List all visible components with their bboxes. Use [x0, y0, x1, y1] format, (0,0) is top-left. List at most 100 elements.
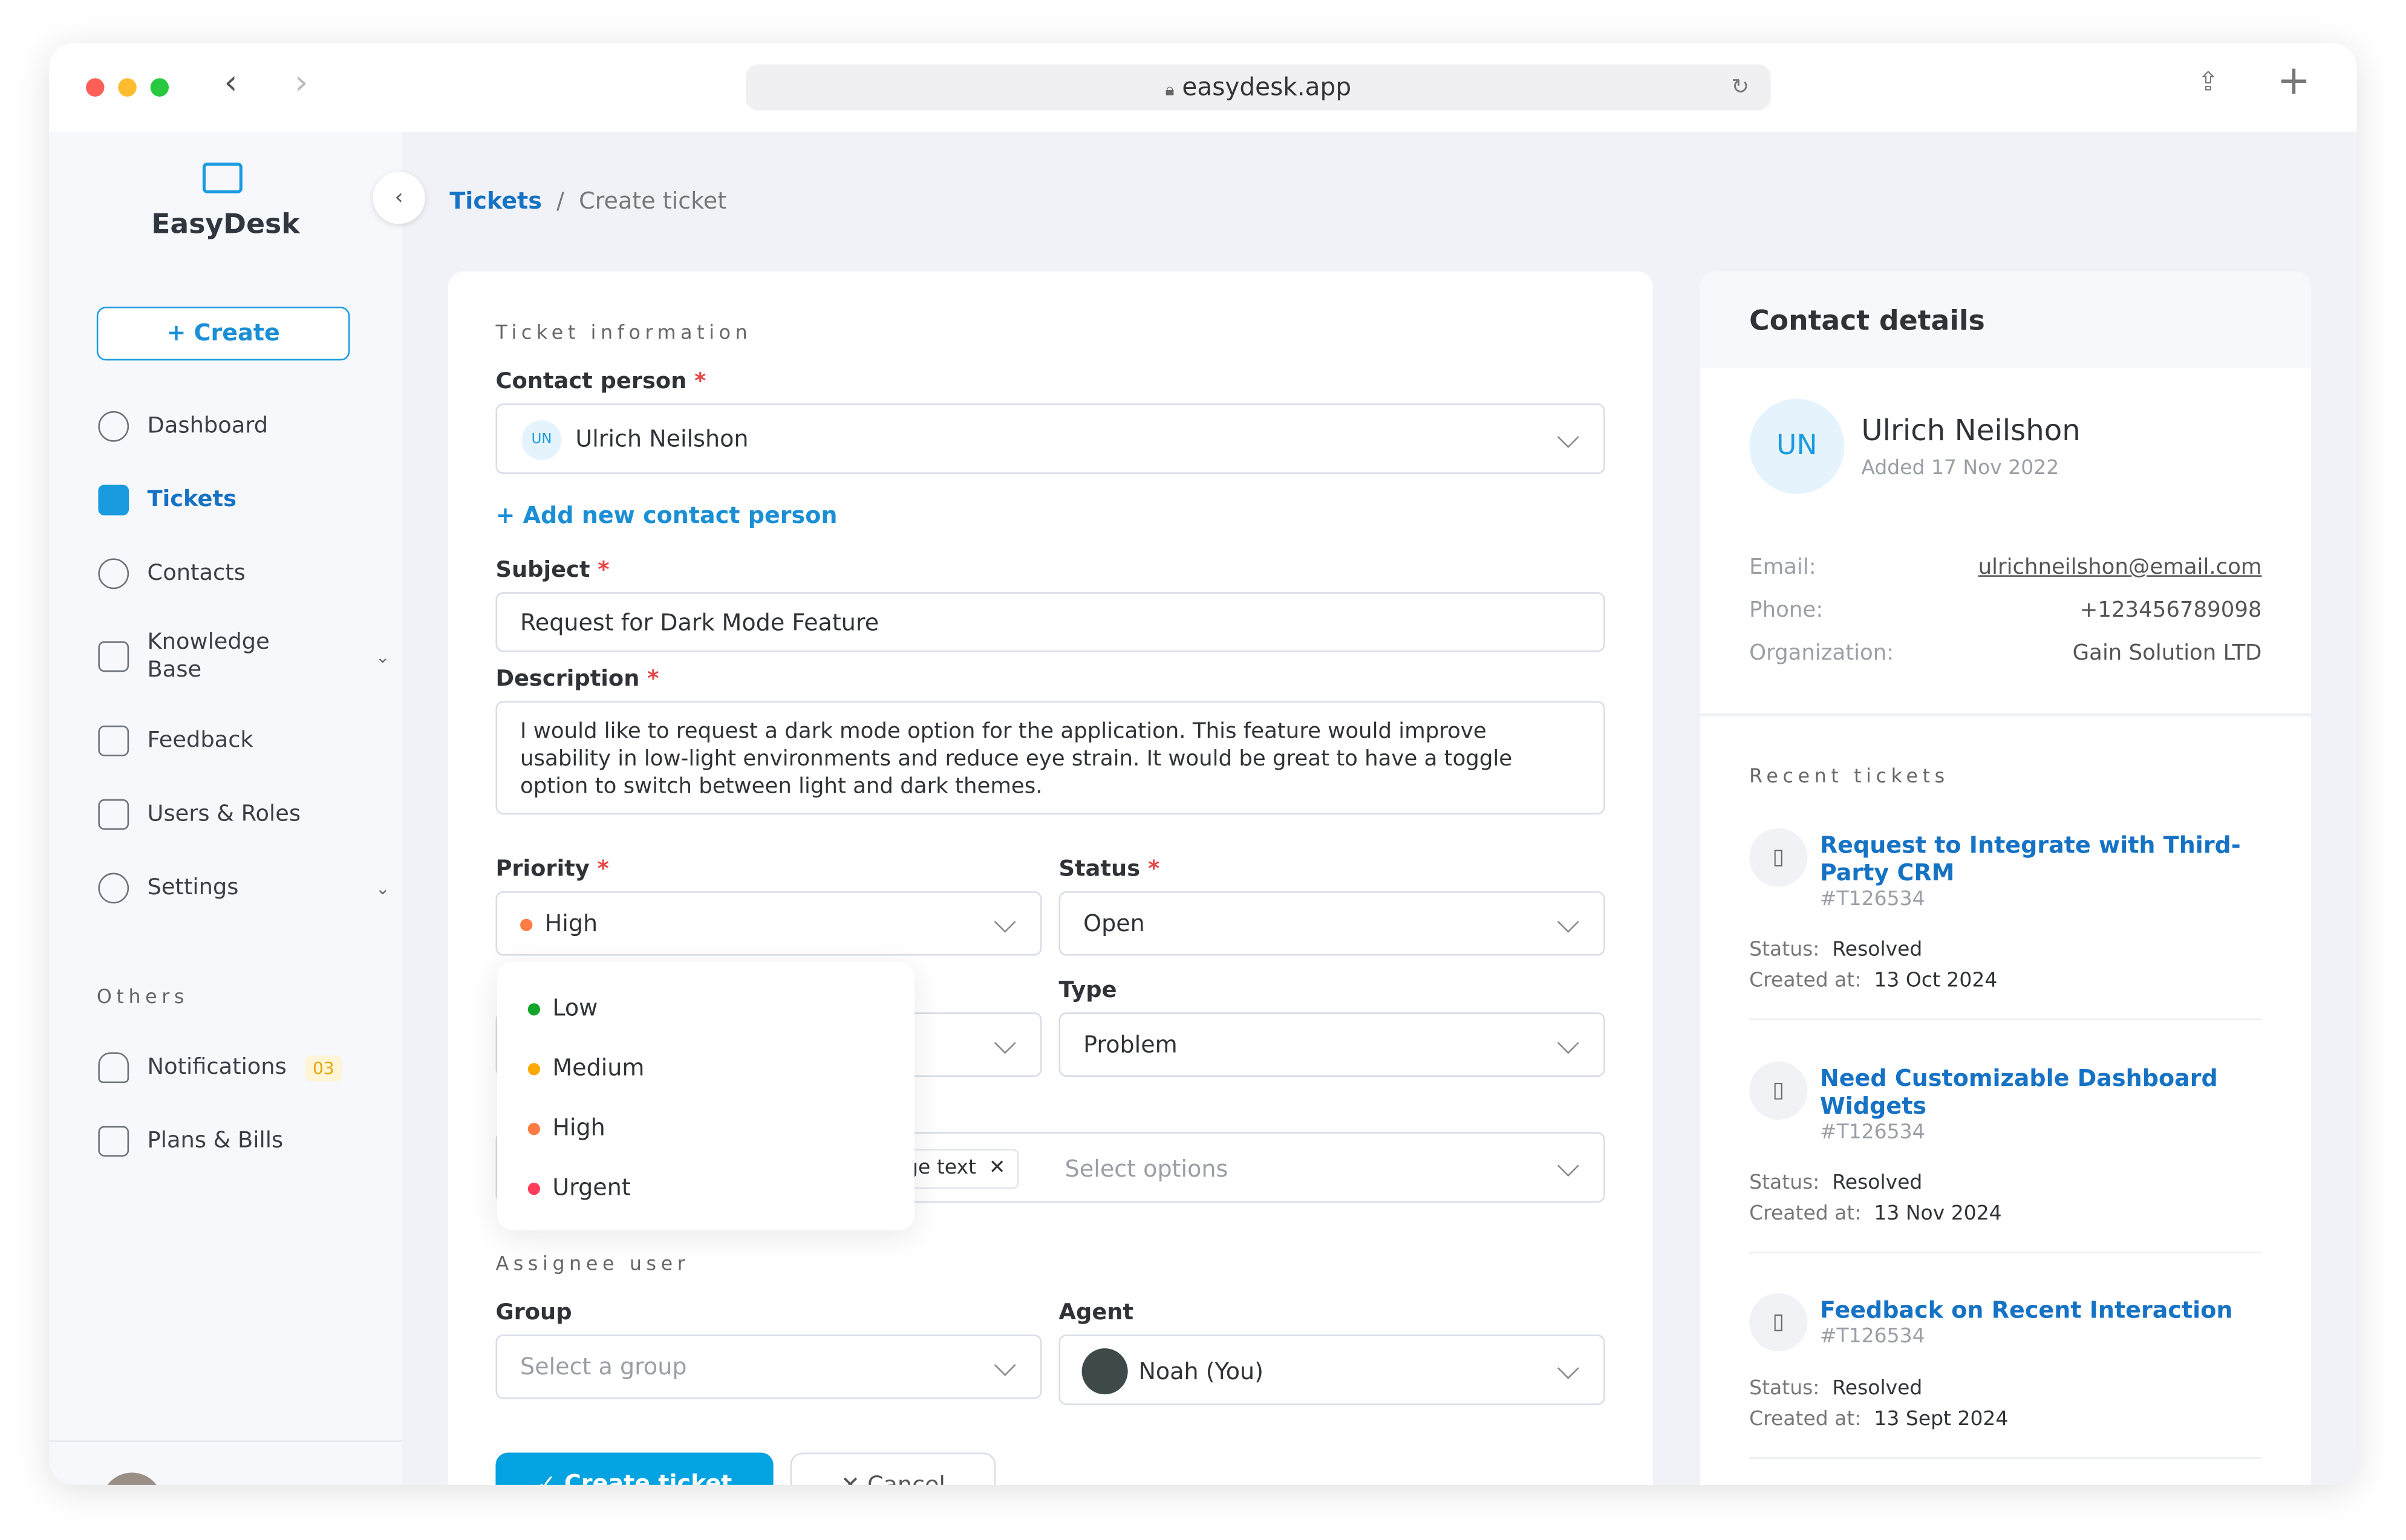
agent-select[interactable]: Noah (You)	[1058, 1334, 1605, 1405]
priority-option-high[interactable]: High	[527, 1114, 605, 1142]
brand-name: EasyDesk	[151, 209, 300, 241]
browser-toolbar: ‹ › 🔒︎ easydesk.app ↻ ⇪ +	[49, 43, 2357, 132]
wallet-icon	[98, 1126, 129, 1157]
recent-ticket-status: Status: Resolved	[1749, 1377, 1923, 1401]
divider	[1749, 1018, 2262, 1021]
section-ticket-information: Ticket information	[495, 320, 752, 344]
recent-ticket-id: #T126534	[1819, 1325, 1925, 1349]
breadcrumb-tickets-link[interactable]: Tickets	[449, 187, 542, 215]
divider	[1749, 1457, 2262, 1459]
chevron-down-icon	[1557, 1357, 1579, 1379]
divider	[1700, 713, 2311, 716]
phone-label: Phone:	[1749, 598, 1824, 623]
chevron-down-icon	[994, 1032, 1016, 1054]
contact-added-date: Added 17 Nov 2022	[1861, 457, 2059, 481]
priority-option-medium[interactable]: Medium	[527, 1054, 645, 1082]
create-ticket-button[interactable]: ✓ Create ticket	[495, 1452, 774, 1485]
add-contact-link[interactable]: + Add new contact person	[495, 501, 838, 530]
sidebar-item-tickets[interactable]: Tickets	[98, 484, 359, 516]
priority-option-urgent[interactable]: Urgent	[527, 1174, 631, 1201]
browser-window: ‹ › 🔒︎ easydesk.app ↻ ⇪ + EasyDesk + Cre…	[49, 43, 2357, 1485]
sidebar-item-users-roles[interactable]: Users & Roles	[98, 799, 359, 830]
recent-ticket-title[interactable]: Request to Integrate with Third-Party CR…	[1819, 831, 2241, 887]
sidebar-item-plans-bills[interactable]: Plans & Bills	[98, 1126, 359, 1157]
minimize-window-button[interactable]	[118, 78, 137, 97]
chevron-down-icon	[994, 1354, 1016, 1376]
recent-ticket-id: #T126534	[1819, 1121, 1925, 1145]
contact-avatar-large: UN	[1749, 398, 1845, 494]
ticket-icon	[98, 484, 129, 516]
section-assignee: Assignee user	[495, 1252, 690, 1275]
type-label: Type	[1058, 978, 1117, 1004]
recent-ticket-status: Status: Resolved	[1749, 1172, 1923, 1195]
chevron-down-icon[interactable]: ⌄	[376, 878, 390, 898]
ticket-icon: ▯	[1749, 828, 1808, 887]
remove-tag-icon[interactable]: ✕	[988, 1156, 1006, 1180]
recent-ticket-title[interactable]: Need Customizable Dashboard Widgets	[1819, 1064, 2218, 1120]
agent-avatar	[1081, 1348, 1128, 1395]
sidebar-item-contacts[interactable]: Contacts	[98, 558, 359, 590]
description-textarea[interactable]: I would like to request a dark mode opti…	[495, 701, 1605, 815]
close-window-button[interactable]	[86, 78, 105, 97]
sidebar-item-dashboard[interactable]: Dashboard	[98, 411, 359, 442]
sidebar-item-notifications[interactable]: Notifications 03	[98, 1052, 405, 1084]
gear-icon	[98, 872, 129, 904]
priority-option-low[interactable]: Low	[527, 994, 598, 1022]
share-icon[interactable]: ⇪	[2197, 67, 2220, 99]
bell-icon	[98, 1052, 129, 1084]
sidebar-item-feedback[interactable]: Feedback	[98, 726, 359, 756]
forward-arrow-icon[interactable]: ›	[295, 64, 308, 103]
collapse-sidebar-button[interactable]: ‹	[373, 172, 425, 224]
plus-icon: +	[166, 319, 194, 347]
contacts-icon	[98, 558, 129, 590]
contact-email-link[interactable]: ulrichneilshon@email.com	[1978, 555, 2262, 580]
priority-dot	[520, 918, 533, 931]
recent-ticket-created: Created at: 13 Nov 2024	[1749, 1203, 2002, 1226]
agent-label: Agent	[1058, 1301, 1134, 1325]
cancel-button[interactable]: ✕ Cancel	[790, 1452, 996, 1485]
maximize-window-button[interactable]	[150, 78, 169, 97]
group-select[interactable]: Select a group	[495, 1334, 1042, 1399]
recent-ticket-id: #T126534	[1819, 888, 1925, 911]
priority-dropdown-menu: Low Medium High Urgent	[497, 961, 915, 1230]
sidebar-item-settings[interactable]: Settings ⌄	[98, 872, 390, 904]
subject-input[interactable]: Request for Dark Mode Feature	[495, 592, 1605, 652]
breadcrumb: Tickets / Create ticket	[449, 187, 727, 215]
chevron-down-icon[interactable]: ⌄	[376, 646, 390, 667]
contact-card-header	[1700, 271, 2311, 368]
chevron-down-icon	[1557, 426, 1579, 448]
contact-details-heading: Contact details	[1749, 305, 1985, 338]
back-arrow-icon[interactable]: ‹	[224, 64, 238, 103]
type-select[interactable]: Problem	[1058, 1012, 1605, 1077]
new-tab-icon[interactable]: +	[2277, 58, 2311, 105]
chevron-down-icon	[1557, 1155, 1579, 1177]
lock-icon: 🔒︎	[1165, 79, 1175, 100]
recent-ticket-title[interactable]: Feedback on Recent Interaction	[1819, 1296, 2233, 1324]
divider	[1749, 1252, 2262, 1253]
ticket-icon: ▯	[1749, 1293, 1808, 1352]
notification-badge: 03	[305, 1054, 342, 1081]
create-button[interactable]: + Create	[96, 307, 350, 361]
subject-label: Subject *	[495, 558, 610, 583]
feedback-icon	[98, 726, 129, 756]
book-icon	[98, 641, 129, 672]
recent-tickets-heading: Recent tickets	[1749, 764, 1949, 787]
sidebar-item-knowledge-base[interactable]: Knowledge Base ⌄	[98, 629, 390, 684]
status-select[interactable]: Open	[1058, 891, 1605, 956]
pie-chart-icon	[98, 411, 129, 442]
description-label: Description *	[495, 667, 659, 692]
url-text: easydesk.app	[1182, 72, 1352, 102]
breadcrumb-current: Create ticket	[579, 187, 727, 215]
recent-ticket-status: Status: Resolved	[1749, 938, 1923, 962]
address-bar[interactable]: 🔒︎ easydesk.app ↻	[745, 64, 1771, 111]
chevron-down-icon	[1557, 1032, 1579, 1054]
priority-label: Priority *	[495, 857, 609, 882]
contact-person-label: Contact person *	[495, 369, 706, 395]
status-label: Status *	[1058, 857, 1160, 882]
priority-select[interactable]: High	[495, 891, 1042, 956]
sidebar-divider	[49, 1440, 402, 1442]
contact-person-select[interactable]: UN Ulrich Neilshon	[495, 403, 1605, 474]
logo-icon	[202, 162, 243, 193]
contact-name: Ulrich Neilshon	[1861, 414, 2081, 448]
reload-icon[interactable]: ↻	[1731, 75, 1750, 100]
